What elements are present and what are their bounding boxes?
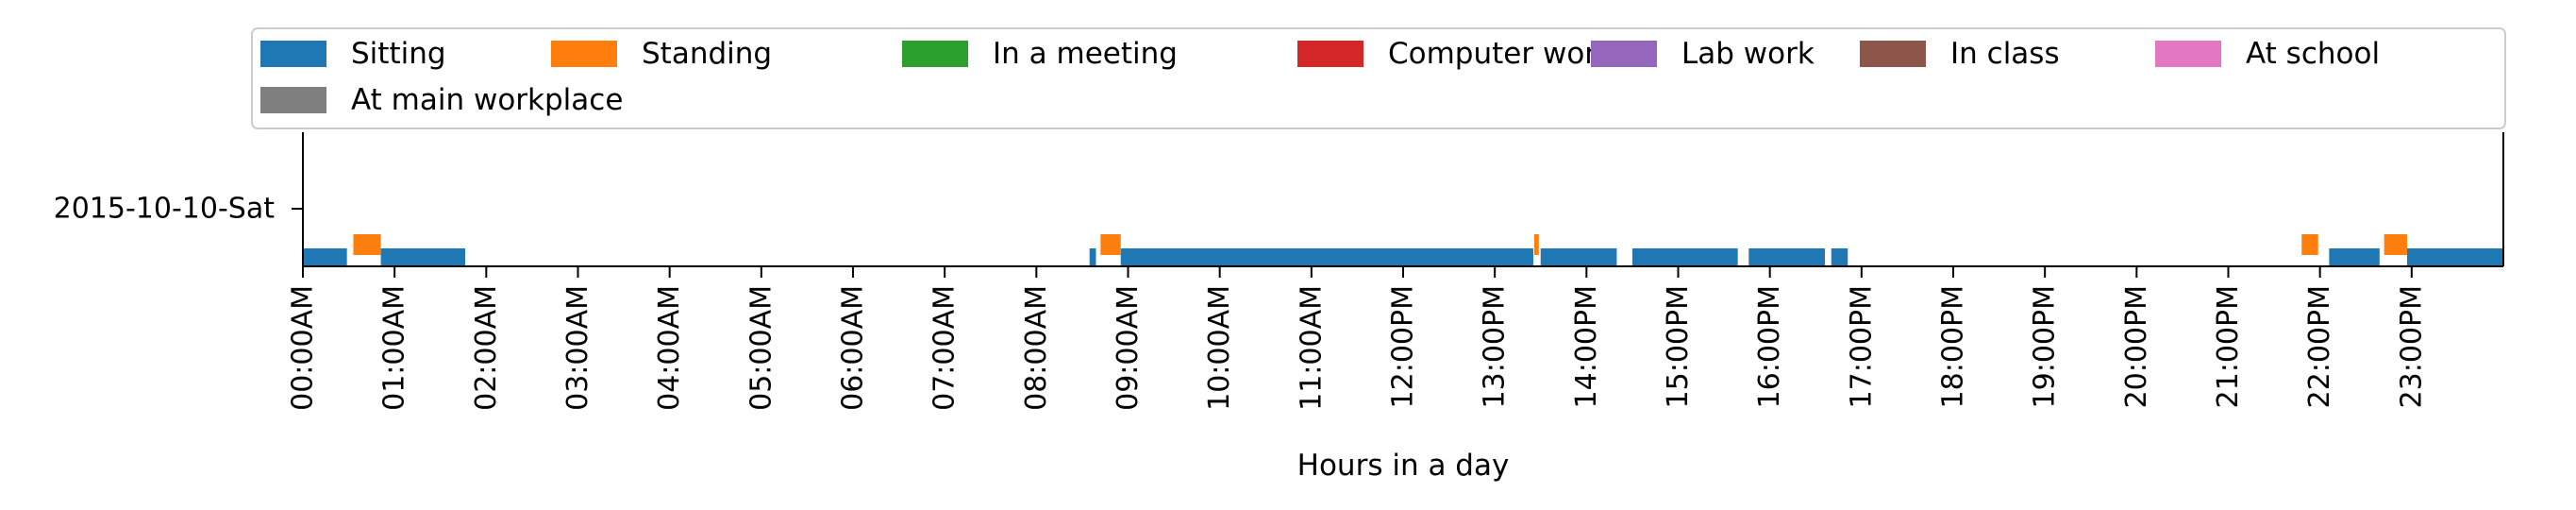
x-tick-label: 15:00PM: [1662, 285, 1695, 408]
x-tick-label: 12:00PM: [1387, 285, 1420, 408]
x-tick-label: 09:00AM: [1112, 285, 1145, 411]
x-tick-label: 14:00PM: [1570, 285, 1603, 408]
bar-sitting-2: [1089, 248, 1096, 266]
x-tick-label: 18:00PM: [1937, 285, 1970, 408]
legend-swatch-standing: [551, 41, 617, 67]
x-tick-label: 22:00PM: [2303, 285, 2336, 408]
legend-label: Lab work: [1681, 37, 1815, 71]
x-tick-label: 07:00AM: [928, 285, 962, 411]
legend-label: Sitting: [351, 37, 446, 71]
activity-bars: [303, 234, 2503, 266]
x-tick-label: 20:00PM: [2120, 285, 2153, 408]
legend-label: At main workplace: [351, 83, 623, 117]
x-tick-label: 05:00AM: [744, 285, 778, 411]
bar-sitting-0: [303, 248, 347, 266]
x-tick-label: 13:00PM: [1479, 285, 1512, 408]
x-tick-label: 17:00PM: [1845, 285, 1878, 408]
legend-label: At school: [2246, 37, 2380, 71]
x-axis-ticks: 00:00AM 01:00AM 02:00AM 03:00AM 04:00AM 05:00…: [287, 266, 2428, 411]
x-tick-label: 21:00PM: [2212, 285, 2245, 408]
bar-sitting-5: [1631, 248, 1738, 266]
legend-swatch-sitting: [260, 41, 326, 67]
x-tick-label: 19:00PM: [2029, 285, 2062, 408]
y-axis-ticks: 2015-10-10-Sat: [54, 193, 303, 226]
y-tick-label: 2015-10-10-Sat: [54, 193, 276, 226]
bar-sitting-4: [1540, 248, 1617, 266]
legend-swatch-at-main-workplace: [260, 87, 326, 113]
bar-sitting-8: [2329, 248, 2380, 266]
legend-swatch-computer-work: [1297, 41, 1363, 67]
x-tick-label: 16:00PM: [1753, 285, 1786, 408]
x-tick-label: 11:00AM: [1295, 285, 1328, 411]
legend-label: In class: [1950, 37, 2060, 71]
x-tick-label: 00:00AM: [287, 285, 320, 411]
legend-label: Computer work: [1388, 37, 1614, 71]
bar-sitting-7: [1831, 248, 1848, 266]
bar-standing-1: [1100, 234, 1121, 255]
x-tick-label: 08:00AM: [1020, 285, 1053, 411]
bar-standing-0: [353, 234, 381, 255]
x-tick-label: 01:00AM: [378, 285, 411, 411]
legend-box: [251, 27, 2506, 129]
bar-sitting-9: [2406, 248, 2503, 266]
axes: [302, 132, 2504, 267]
x-tick-label: 03:00AM: [561, 285, 594, 411]
bar-sitting-3: [1120, 248, 1533, 266]
x-tick-label: 04:00AM: [653, 285, 686, 411]
legend: Sitting Standing In a meeting Computer work…: [251, 27, 2506, 129]
legend-swatch-in-class: [1860, 41, 1926, 67]
bar-standing-4: [2384, 234, 2407, 255]
legend-label: In a meeting: [993, 37, 1178, 71]
legend-swatch-at-school: [2155, 41, 2221, 67]
legend-label: Standing: [642, 37, 772, 71]
x-tick-label: 10:00AM: [1203, 285, 1236, 411]
bar-standing-2: [1533, 234, 1539, 255]
bar-sitting-1: [380, 248, 465, 266]
x-tick-label: 23:00PM: [2395, 285, 2428, 408]
x-axis-label: Hours in a day: [1297, 449, 1510, 483]
x-tick-label: 06:00AM: [837, 285, 870, 411]
legend-swatch-lab-work: [1591, 41, 1657, 67]
bar-standing-3: [2301, 234, 2318, 255]
legend-swatch-in-a-meeting: [902, 41, 968, 67]
x-tick-label: 02:00AM: [470, 285, 503, 411]
bar-sitting-6: [1748, 248, 1825, 266]
